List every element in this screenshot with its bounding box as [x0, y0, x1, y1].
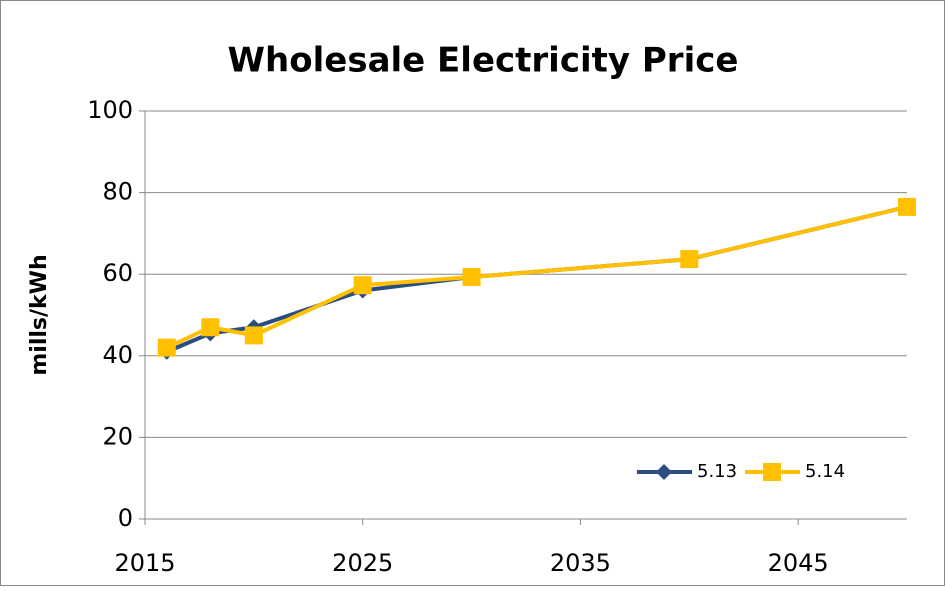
legend-label: 5.13 — [697, 461, 737, 482]
marker — [353, 276, 372, 295]
y-tick-label: 20 — [102, 422, 133, 450]
y-tick-label: 60 — [102, 259, 133, 287]
x-tick-label: 2045 — [768, 549, 829, 577]
y-tick-label: 40 — [102, 341, 133, 369]
marker — [898, 197, 916, 216]
x-tick-label: 2035 — [550, 549, 611, 577]
marker — [244, 326, 263, 345]
marker — [656, 464, 672, 480]
x-tick-label: 2015 — [114, 549, 175, 577]
y-tick-label: 0 — [118, 504, 133, 532]
legend-label: 5.14 — [805, 461, 845, 482]
y-tick-label: 80 — [102, 178, 133, 206]
marker — [462, 268, 481, 287]
marker — [157, 338, 176, 357]
chart-title: Wholesale Electricity Price — [228, 41, 739, 81]
marker — [763, 463, 781, 481]
x-tick-label: 2025 — [332, 549, 393, 577]
y-axis-label: mills/kWh — [27, 254, 52, 375]
marker — [680, 250, 699, 269]
y-tick-label: 100 — [87, 96, 133, 124]
marker — [201, 318, 220, 337]
